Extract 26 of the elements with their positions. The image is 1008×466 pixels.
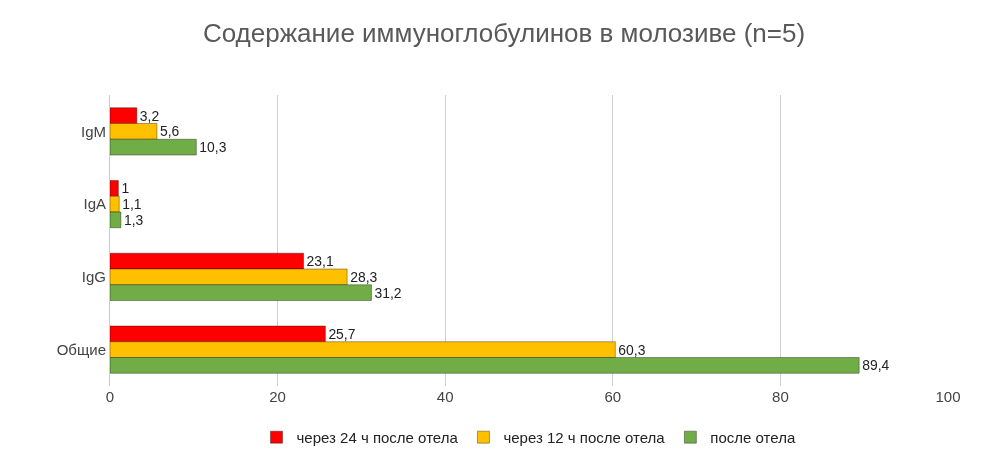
x-tick-label: 20: [269, 388, 286, 405]
y-tick-label: Общие: [56, 340, 106, 358]
data-label: 60,3: [618, 341, 646, 358]
data-label: 89,4: [862, 357, 890, 374]
data-label: 3,2: [139, 107, 160, 124]
x-tick-label: 100: [935, 388, 961, 405]
legend-label: через 24 ч после отела: [296, 429, 459, 447]
x-tick-label: 0: [105, 388, 115, 405]
chart-title: Содержание иммуноглобулинов в молозиве (n=5): [202, 17, 806, 48]
y-tick-label: IgA: [83, 195, 106, 213]
y-tick-label: IgM: [80, 122, 106, 140]
data-label: 25,7: [328, 325, 356, 342]
legend-label: после отела: [710, 429, 796, 447]
legend-label: через 12 ч после отела: [503, 429, 666, 447]
x-tick-label: 60: [604, 388, 622, 405]
data-label: 31,2: [374, 284, 402, 301]
x-tick-label: 80: [772, 388, 789, 405]
x-tick-label: 40: [436, 388, 454, 405]
data-label: 10,3: [199, 139, 227, 156]
data-label: 1,1: [122, 196, 142, 213]
data-label: 23,1: [306, 253, 334, 270]
data-label: 1: [121, 180, 130, 197]
data-label: 28,3: [350, 268, 378, 285]
data-label: 5,6: [159, 123, 180, 140]
data-label: 1,3: [123, 211, 144, 228]
y-tick-label: IgG: [81, 268, 106, 286]
